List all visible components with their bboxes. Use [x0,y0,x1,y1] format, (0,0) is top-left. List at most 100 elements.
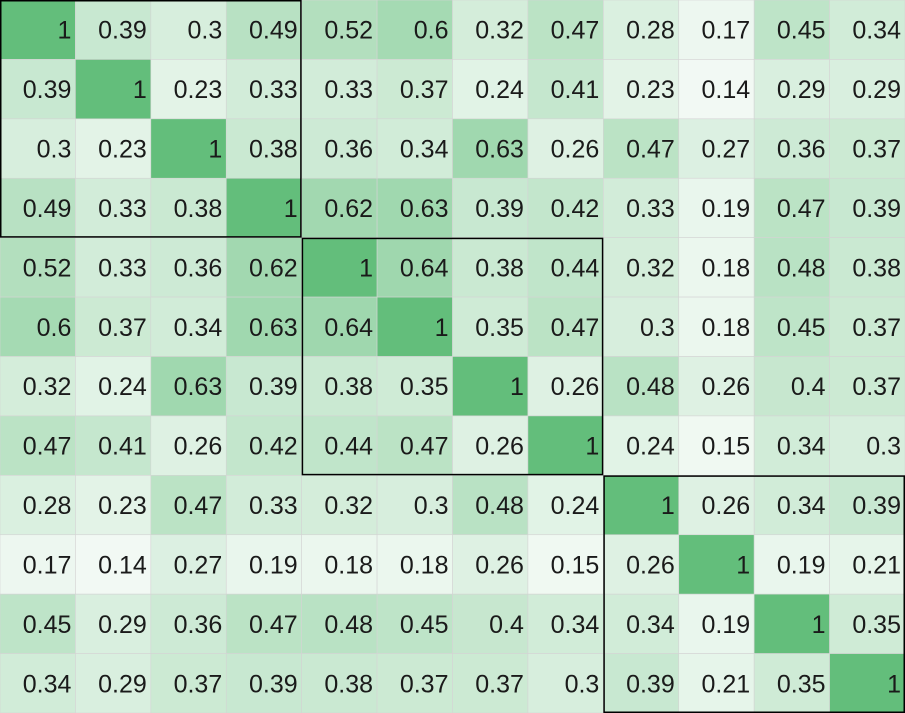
heatmap-cell [603,475,680,536]
heatmap-cell [225,475,302,536]
cell-value-label: 0.21 [852,551,901,579]
cell-value-label: 0.34 [777,492,826,520]
heatmap-cell [75,356,152,417]
cell-value-label: 0.19 [701,611,750,639]
cell-value-label: 0.4 [489,611,524,639]
cell-value-label: 0.45 [23,611,72,639]
cell-value-label: 0.38 [324,670,373,698]
cell-value-label: 0.36 [777,136,826,164]
heatmap-cell [0,0,76,60]
cell-value-label: 0.41 [551,76,600,104]
cell-value-label: 1 [812,611,826,639]
cell-value-label: 0.33 [249,76,298,104]
heatmap-cell [678,59,755,120]
heatmap-cell [678,0,755,60]
cell-value-label: 1 [585,433,599,461]
cell-value-label: 0.37 [475,670,524,698]
cell-value-label: 0.45 [777,314,826,342]
cell-value-label: 0.64 [324,314,373,342]
cell-value-label: 0.63 [400,195,449,223]
cell-value-label: 0.37 [400,76,449,104]
heatmap-cell [678,237,755,298]
cell-value-label: 0.49 [249,17,298,45]
cell-value-label: 0.24 [551,492,600,520]
cell-value-label: 0.3 [866,433,901,461]
cell-value-label: 1 [359,254,373,282]
heatmap-cell [829,296,905,357]
cell-value-label: 1 [284,195,298,223]
cell-value-label: 0.47 [23,433,72,461]
cell-value-label: 0.48 [324,611,373,639]
cell-value-label: 0.26 [701,492,750,520]
heatmap-cell [678,415,755,476]
cell-value-label: 0.17 [701,17,750,45]
cell-value-label: 0.37 [852,314,901,342]
heatmap-cell [225,534,302,595]
heatmap-cell [150,177,227,238]
cell-value-label: 0.44 [551,254,600,282]
group-block-border [603,475,905,713]
cell-value-label: 0.18 [400,551,449,579]
cell-value-label: 0.63 [174,373,223,401]
heatmap-cell [829,59,905,120]
cell-value-label: 0.3 [187,17,222,45]
heatmap-cell [753,593,830,654]
heatmap-cell [603,0,680,60]
cell-value-label: 0.38 [852,254,901,282]
cell-value-label: 0.48 [777,254,826,282]
heatmap-cell [678,534,755,595]
heatmap-cell [603,296,680,357]
cell-value-label: 0.41 [98,433,147,461]
heatmap-cell [603,59,680,120]
cell-value-label: 0.18 [701,254,750,282]
cell-value-label: 0.47 [626,136,675,164]
heatmap-cell [829,415,905,476]
heatmap-cell [527,59,604,120]
heatmap-cell [150,296,227,357]
cell-value-label: 0.38 [324,373,373,401]
cell-value-label: 0.37 [400,670,449,698]
cell-value-label: 0.44 [324,433,373,461]
cell-value-label: 0.34 [777,433,826,461]
heatmap-cell [527,177,604,238]
heatmap-cell [527,296,604,357]
cell-value-label: 0.26 [551,136,600,164]
heatmap-cell [829,653,905,713]
heatmap-cell [376,59,453,120]
heatmap-cell [527,237,604,298]
cell-value-label: 0.24 [98,373,147,401]
cell-value-label: 0.24 [475,76,524,104]
cell-value-label: 0.18 [701,314,750,342]
heatmap-cell [150,534,227,595]
cell-value-label: 0.19 [701,195,750,223]
cell-value-label: 0.26 [701,373,750,401]
heatmap-cell [225,177,302,238]
heatmap-cell [527,356,604,417]
heatmap-cell [678,296,755,357]
heatmap-cell [376,593,453,654]
heatmap-cell [603,653,680,713]
cell-value-label: 0.3 [640,314,675,342]
cell-value-label: 0.42 [551,195,600,223]
cell-value-label: 0.34 [852,17,901,45]
heatmap-cell [301,237,378,298]
heatmap-cell [376,177,453,238]
heatmap-cell [603,356,680,417]
cell-value-label: 0.35 [475,314,524,342]
cell-value-label: 0.39 [249,373,298,401]
heatmap-cell [452,177,529,238]
cell-value-label: 0.23 [174,76,223,104]
cell-value-label: 1 [58,17,72,45]
cell-value-label: 0.47 [551,17,600,45]
heatmap-cell [0,177,76,238]
heatmap-cell [603,593,680,654]
heatmap-cell [225,0,302,60]
cell-value-label: 0.34 [551,611,600,639]
heatmap-cell [75,0,152,60]
cell-value-label: 0.18 [324,551,373,579]
cell-value-label: 0.36 [174,254,223,282]
heatmap-cell [301,356,378,417]
heatmap-cell [376,475,453,536]
